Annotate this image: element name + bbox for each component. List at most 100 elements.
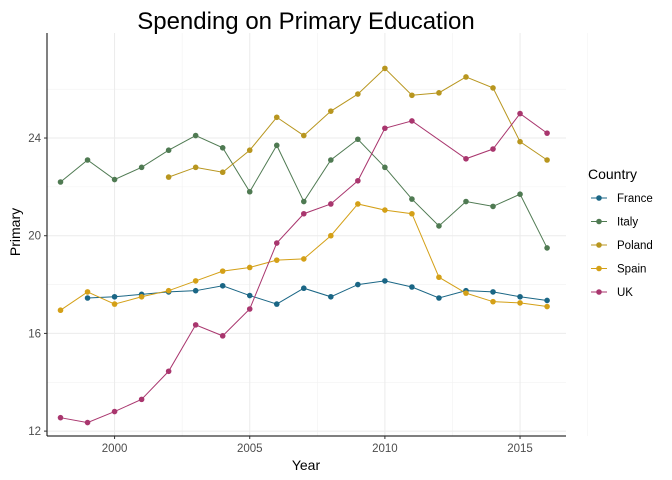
data-point-france [544,297,550,304]
data-point-france [246,292,253,299]
data-point-poland [246,147,253,154]
series-layer [57,65,550,426]
axis-layer: 2000 2005 2010 2015 12 16 20 24 [28,33,566,455]
data-point-spain [355,201,361,207]
data-point-italy [409,196,415,202]
data-point-uk [84,419,91,426]
data-point-italy [192,132,199,139]
data-point-france [111,293,118,300]
data-point-italy [111,176,118,183]
data-point-uk [328,201,334,207]
data-point-uk [517,110,523,117]
data-point-uk [490,146,496,152]
data-point-france [436,295,442,301]
x-axis-title: Year [292,457,321,473]
data-point-uk [355,177,361,184]
data-point-france [409,284,415,290]
data-point-spain [382,207,388,213]
data-point-spain [463,290,469,296]
data-point-spain [246,264,253,271]
legend-title: Country [588,166,637,182]
data-point-poland [300,132,307,139]
data-point-uk [57,414,64,421]
data-point-france [84,295,91,301]
data-point-spain [84,289,91,295]
data-point-france [219,282,226,289]
y-axis-title: Primary [7,208,23,256]
grid-layer [46,33,588,436]
series-line-italy [60,135,548,249]
data-point-italy [84,157,91,163]
data-point-uk [300,210,307,217]
legend-key-point-france [596,195,602,201]
data-point-uk [165,368,172,375]
data-point-spain [490,298,496,305]
data-point-poland [544,157,550,163]
data-point-italy [328,157,334,163]
data-point-france [382,278,388,284]
data-point-uk [273,240,280,246]
data-point-spain [192,278,199,284]
data-point-spain [328,232,334,239]
data-point-poland [517,138,523,145]
data-point-uk [382,125,388,132]
data-point-spain [409,210,415,217]
x-tick-label: 2010 [372,443,398,455]
data-point-uk [463,155,469,162]
x-tick-label: 2005 [237,443,263,455]
data-point-spain [436,274,442,281]
data-point-poland [165,174,172,180]
x-tick-label: 2015 [507,443,533,455]
data-point-france [355,281,361,288]
y-tick-label: 16 [28,328,41,340]
data-point-italy [219,144,226,151]
data-point-poland [355,91,361,97]
legend-key-point-italy [596,218,602,225]
data-point-poland [192,164,199,171]
legend-label-uk: UK [617,287,633,299]
data-point-italy [463,198,469,205]
legend-label-italy: Italy [617,217,638,229]
series-line-france [87,280,548,305]
data-point-poland [436,90,442,96]
data-point-spain [544,303,550,310]
data-point-spain [300,256,307,262]
data-point-italy [273,142,280,149]
data-point-italy [436,223,442,229]
x-tick-label: 2000 [102,443,128,455]
data-point-italy [246,188,253,195]
legend-label-spain: Spain [617,264,646,276]
data-point-france [328,293,334,300]
data-point-uk [111,408,118,415]
data-point-uk [409,118,415,124]
data-point-uk [544,130,550,136]
data-point-france [192,287,199,294]
legend-key-point-spain [596,265,602,272]
data-point-italy [300,198,307,205]
data-point-spain [57,307,64,314]
data-point-italy [382,164,388,171]
data-point-poland [409,92,415,99]
legend-key-point-uk [596,289,602,295]
series-line-uk [60,112,548,424]
data-point-france [273,301,280,307]
data-point-spain [219,268,226,274]
data-point-uk [192,322,199,328]
data-point-spain [138,293,145,300]
series-line-poland [168,67,548,178]
legend: Country France Italy Poland Spain UK [588,166,653,299]
data-point-italy [138,164,145,171]
data-point-italy [544,245,550,251]
data-point-uk [246,306,253,312]
data-point-france [300,285,307,292]
data-point-italy [355,136,361,143]
data-point-poland [219,169,226,176]
chart-title: Spending on Primary Education [137,8,475,35]
data-point-poland [490,85,496,91]
data-point-poland [328,108,334,114]
data-point-italy [517,191,523,197]
data-point-spain [111,301,118,307]
legend-label-france: France [617,193,653,205]
data-point-spain [517,300,523,306]
